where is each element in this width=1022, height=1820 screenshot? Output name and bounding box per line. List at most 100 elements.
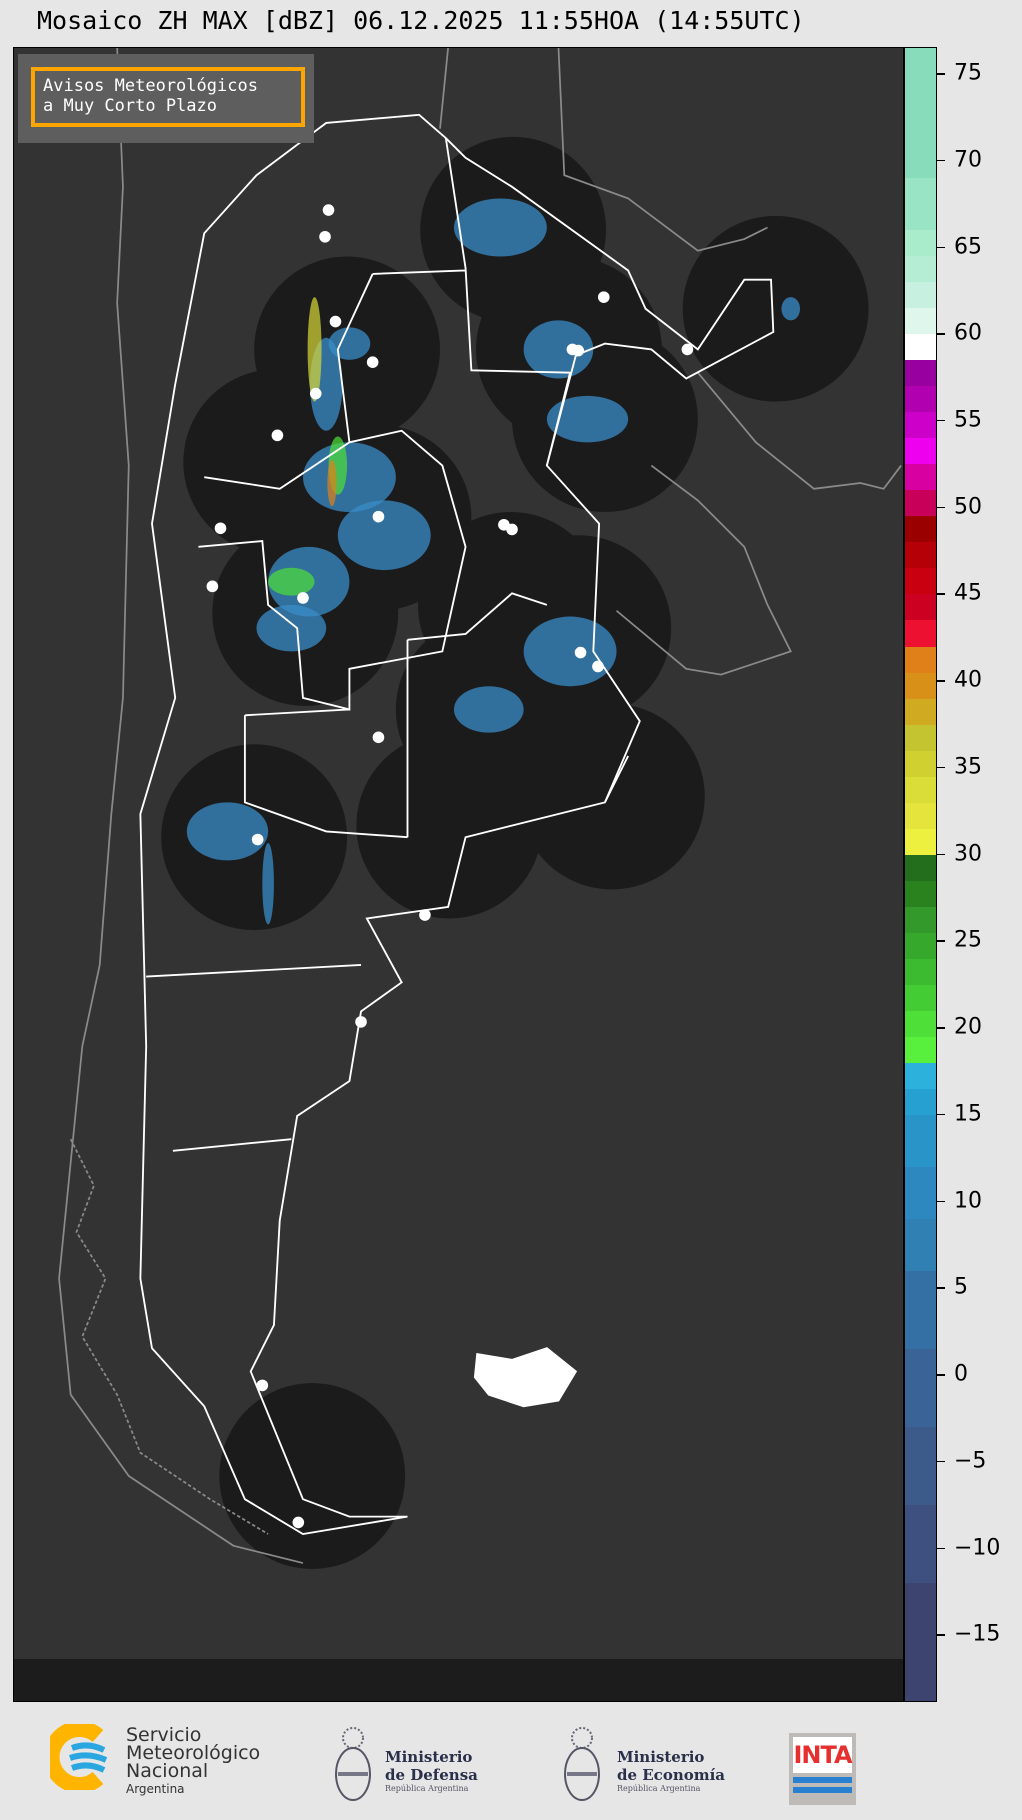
smn-text-4: Argentina xyxy=(126,1782,185,1796)
colorbar-tick-label: 70 xyxy=(954,147,982,173)
echo-area xyxy=(256,604,327,652)
economia-text-2: de Economía xyxy=(617,1766,726,1784)
radar-site-marker xyxy=(319,230,331,243)
colorbar-tick-label: 10 xyxy=(954,1188,982,1214)
colorbar-segment xyxy=(905,542,936,569)
colorbar-tick xyxy=(937,246,945,248)
colorbar-tick-label: 5 xyxy=(954,1274,968,1300)
colorbar-segment xyxy=(905,828,936,856)
colorbar-tick xyxy=(937,1200,945,1203)
radar-site-marker xyxy=(256,1379,269,1392)
product-label-line2: a Muy Corto Plazo xyxy=(43,96,217,116)
colorbar-segment xyxy=(905,516,936,543)
echo-area xyxy=(302,442,396,513)
colorbar-segment xyxy=(905,750,936,778)
colorbar-segment xyxy=(905,1218,936,1272)
colorbar-segment xyxy=(905,308,936,335)
colorbar-segment xyxy=(905,386,936,413)
colorbar-segment xyxy=(905,1114,936,1168)
colorbar-tick-label: 50 xyxy=(954,494,982,520)
colorbar-segment xyxy=(905,880,936,908)
footer-logos: Servicio Meteorológico Nacional Argentin… xyxy=(0,1702,1022,1820)
colorbar-tick-label: 55 xyxy=(954,407,982,433)
radar-coverage-circle xyxy=(219,1383,406,1569)
inta-logo: INTA xyxy=(789,1733,856,1805)
colorbar-segment xyxy=(905,958,936,986)
echo-area xyxy=(523,616,617,687)
colorbar-segment xyxy=(905,256,936,283)
radar-site-marker xyxy=(419,909,431,921)
map-title: Mosaico ZH MAX [dBZ] 06.12.2025 11:55HOA… xyxy=(37,6,805,35)
colorbar-tick xyxy=(937,853,945,856)
echo-area xyxy=(186,802,269,861)
colorbar-segment xyxy=(905,1271,936,1350)
map-bottom-band xyxy=(14,1659,903,1701)
inta-logo-text: INTA xyxy=(793,1737,853,1773)
radar-site-marker xyxy=(309,387,322,400)
defensa-text-2: de Defensa xyxy=(385,1766,478,1784)
colorbar-tick-label: 45 xyxy=(954,580,982,606)
echo-area xyxy=(453,198,547,257)
colorbar-segment xyxy=(905,932,936,960)
colorbar-tick xyxy=(937,73,945,75)
colorbar-segment xyxy=(905,1010,936,1038)
radar-site-marker xyxy=(681,343,694,356)
colorbar-tick xyxy=(937,159,945,162)
map-canvas xyxy=(58,48,902,1569)
colorbar-tick xyxy=(937,1027,945,1029)
colorbar-segment xyxy=(905,282,936,309)
echo-core xyxy=(268,567,315,596)
colorbar-tick xyxy=(937,1287,945,1289)
radar-site-marker xyxy=(297,592,309,604)
smn-logo xyxy=(43,1721,120,1793)
colorbar-segment xyxy=(905,854,936,882)
colorbar-tick-label: 30 xyxy=(954,841,982,867)
radar-mosaic-map: Avisos Meteorológicos a Muy Corto Plazo xyxy=(13,47,904,1702)
radar-site-marker xyxy=(251,833,264,846)
radar-site-marker xyxy=(597,291,610,303)
colorbar-tick xyxy=(937,766,945,769)
echo-area xyxy=(262,843,274,925)
echo-area xyxy=(523,320,594,379)
colorbar-tick xyxy=(937,593,945,595)
radar-site-marker xyxy=(355,1016,367,1028)
colorbar-tick-label: 60 xyxy=(954,320,982,346)
radar-site-marker xyxy=(572,344,585,357)
economia-text-1: Ministerio xyxy=(617,1748,705,1766)
colorbar-tick xyxy=(937,940,945,942)
colorbar-segment xyxy=(905,1062,936,1090)
radar-site-marker xyxy=(506,523,518,536)
colorbar-segment xyxy=(905,1088,936,1116)
colorbar-segment xyxy=(905,438,936,465)
colorbar-tick-label: −10 xyxy=(954,1535,1001,1561)
colorbar-tick-label: 15 xyxy=(954,1101,982,1127)
echo-area xyxy=(453,686,524,733)
colorbar-tick xyxy=(937,1460,945,1463)
colorbar-tick xyxy=(937,1547,945,1550)
colorbar-tick-label: 40 xyxy=(954,667,982,693)
colorbar-segment xyxy=(905,360,936,387)
colorbar-tick xyxy=(937,1634,945,1636)
radar-site-marker xyxy=(372,731,385,744)
echo-core xyxy=(307,297,322,402)
colorbar-segment xyxy=(905,802,936,830)
colorbar-tick-label: 75 xyxy=(954,60,982,86)
echo-area xyxy=(546,395,629,443)
colorbar-segment xyxy=(905,620,936,647)
colorbar-tick-label: −5 xyxy=(954,1448,987,1474)
colorbar-tick-label: 25 xyxy=(954,927,982,953)
colorbar-tick xyxy=(937,1113,945,1116)
colorbar-tick xyxy=(937,680,945,682)
radar-site-marker xyxy=(271,429,284,442)
radar-site-marker xyxy=(329,315,342,328)
colorbar-segment xyxy=(905,1505,936,1584)
colorbar-segment xyxy=(905,1427,936,1506)
radar-site-marker xyxy=(366,356,379,369)
colorbar-tick-label: 0 xyxy=(954,1361,968,1387)
smn-text-3: Nacional xyxy=(126,1760,209,1782)
colorbar-tick xyxy=(937,1374,945,1376)
echo-core xyxy=(327,459,337,507)
radar-sites xyxy=(206,204,694,1529)
colorbar-tick-label: 35 xyxy=(954,754,982,780)
colorbar-tick xyxy=(937,333,945,335)
